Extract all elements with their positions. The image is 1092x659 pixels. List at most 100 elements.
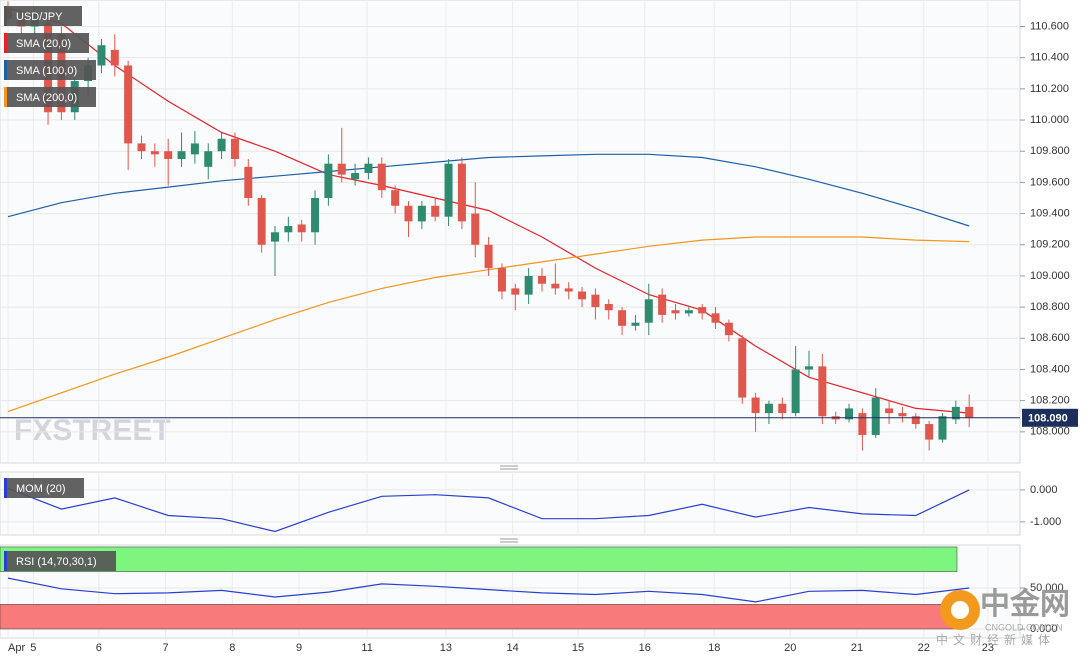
candle-body [578, 291, 587, 300]
indicator-line [7, 153, 970, 227]
candle-body [417, 205, 426, 222]
chart-title-swatch [4, 6, 7, 26]
candle-body [631, 322, 640, 326]
candle-body [311, 197, 320, 233]
legend-entry-box [4, 33, 89, 53]
candle-body [190, 143, 199, 155]
legend-entry-box [4, 478, 84, 498]
candle-body [925, 424, 934, 440]
last-price-box [1022, 408, 1078, 427]
indicator-line [7, 577, 970, 603]
x-tick-label: 22 [918, 642, 930, 654]
candle-body [684, 310, 693, 314]
x-tick-label: Apr [8, 642, 25, 654]
y-tick-label: 110.400 [1030, 52, 1069, 64]
candle-body [457, 163, 466, 222]
rsi-band [0, 604, 958, 630]
legend-entry-swatch [4, 87, 7, 107]
panel-handle[interactable] [500, 465, 518, 470]
y-tick-label: 108.600 [1030, 332, 1070, 344]
legend-entry: RSI (14,70,30,1) [16, 556, 97, 568]
logo-site: CNGOLD.COM.CN [985, 622, 1063, 632]
candle-body [591, 294, 600, 308]
candle-body [551, 283, 560, 289]
y-tick-label: 109.000 [1030, 270, 1070, 282]
x-tick-label: 20 [784, 642, 796, 654]
candle-body [137, 143, 146, 152]
candle-body [604, 303, 613, 311]
candle-body [271, 232, 280, 242]
x-tick-label: 15 [572, 642, 584, 654]
candle-body [164, 151, 173, 160]
y-tick-label: 0.000 [1030, 623, 1058, 635]
candle-body [110, 49, 119, 66]
candle-body [845, 408, 854, 420]
x-tick-label: 11 [361, 642, 372, 654]
candle-body [711, 313, 720, 323]
logo-slogan: 中文财经新媒体 [936, 632, 1055, 647]
legend-entry-swatch [4, 60, 7, 80]
x-tick-label: 13 [440, 642, 452, 654]
legend-entry: MOM (20) [16, 483, 66, 495]
candle-body [537, 275, 546, 284]
candle-body [791, 369, 800, 414]
x-tick-label: 6 [96, 642, 102, 654]
y-tick-label: 108.200 [1030, 395, 1070, 407]
candle-body [257, 197, 266, 245]
legend-entry-swatch [4, 478, 7, 498]
candle-body [764, 403, 773, 414]
candle-body [244, 166, 253, 198]
candle-body [484, 244, 493, 269]
last-price-label: 108.090 [1028, 413, 1068, 425]
candle-body [230, 138, 239, 160]
candle-body [204, 151, 213, 167]
y-tick-label: 50.000 [1030, 582, 1064, 594]
candle-body [404, 205, 413, 222]
candle-body [858, 413, 867, 435]
candle-body [938, 416, 947, 440]
y-tick-label: 108.800 [1030, 301, 1070, 313]
legend-entry-swatch [4, 33, 7, 53]
legend-entry: SMA (100,0) [16, 65, 77, 77]
candle-body [871, 397, 880, 435]
candle-body [898, 413, 907, 417]
y-tick-label: 110.200 [1030, 83, 1069, 95]
candle-body [738, 338, 747, 398]
candle-body [644, 299, 653, 323]
candle-body [965, 406, 974, 418]
main-panel [0, 0, 1021, 464]
legend-entry: SMA (200,0) [16, 92, 77, 104]
candle-body [324, 163, 333, 198]
candle-body [671, 310, 680, 314]
candle-body [818, 366, 827, 417]
logo: 中金网 CNGOLD.COM.CN 中文财经新媒体 [936, 587, 1070, 647]
candle-body [778, 403, 787, 414]
candle-body [885, 408, 894, 414]
candle-body [364, 163, 373, 174]
chart-title: USD/JPY [16, 11, 63, 23]
candle-body [751, 397, 760, 414]
legend-entry-box [4, 60, 96, 80]
candle-body [471, 213, 480, 245]
x-tick-label: 14 [507, 642, 519, 654]
candle-body [217, 138, 226, 152]
x-tick-label: 21 [851, 642, 863, 654]
y-tick-label: 109.400 [1030, 207, 1070, 219]
y-tick-label: 108.000 [1030, 426, 1070, 438]
legend-entry-box [4, 551, 116, 571]
y-tick-label: 0.000 [1030, 484, 1058, 496]
candle-body [698, 307, 707, 314]
candle-body [524, 275, 533, 295]
candle-body [97, 45, 106, 66]
legend-entry-box [4, 87, 96, 107]
indicator-line [7, 7, 970, 414]
candle-body [911, 416, 920, 425]
y-tick-label: 108.400 [1030, 363, 1070, 375]
candle-body [444, 163, 453, 217]
y-tick-label: 110.600 [1030, 20, 1069, 32]
panel-handle[interactable] [500, 538, 518, 543]
candle-body [297, 224, 306, 233]
candle-body [724, 322, 733, 336]
candle-body [497, 268, 506, 292]
